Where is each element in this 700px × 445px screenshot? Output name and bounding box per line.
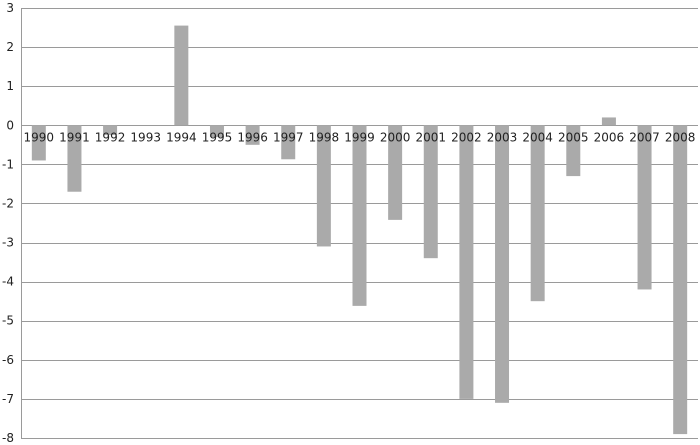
y-tick-label: -8 [2, 431, 14, 445]
x-tick-label: 2003 [487, 130, 518, 144]
x-tick-label: 1996 [237, 130, 268, 144]
bar-2008 [673, 125, 688, 435]
x-axis-tick-labels: 1990 1991 1992 1993 1994 1995 1996 1997 1998 1999… [24, 130, 696, 144]
x-tick-label: 2008 [665, 130, 696, 144]
y-tick-label: -5 [2, 314, 14, 328]
bar-1995 [209, 125, 224, 137]
bar-2002 [459, 125, 474, 399]
bar-1990 [31, 125, 46, 161]
bar-2006 [601, 117, 616, 126]
x-tick-label: 1998 [309, 130, 340, 144]
x-tick-label: 2005 [558, 130, 589, 144]
x-tick-label: 1992 [95, 130, 126, 144]
x-tick-label: 1999 [344, 130, 375, 144]
y-tick-label: -4 [2, 275, 14, 289]
x-tick-label: 1990 [24, 130, 55, 144]
bar-1998 [316, 125, 331, 247]
bar-2003 [495, 125, 510, 403]
bar-1994 [174, 25, 189, 126]
y-tick-label: -7 [2, 392, 14, 406]
x-tick-label: 2004 [522, 130, 553, 144]
y-tick-label: -2 [2, 196, 14, 210]
x-tick-label: 2006 [594, 130, 625, 144]
bar-2004 [530, 125, 545, 302]
y-tick-label: 0 [6, 118, 14, 132]
bars [31, 25, 688, 435]
bar-1999 [352, 125, 367, 306]
bar-1997 [281, 125, 296, 160]
bar-1996 [245, 125, 260, 145]
bar-1991 [67, 125, 82, 192]
y-tick-label: -1 [2, 157, 14, 171]
y-tick-label: -3 [2, 236, 14, 250]
x-tick-label: 1997 [273, 130, 304, 144]
x-tick-label: 2007 [629, 130, 660, 144]
y-tick-label: 3 [6, 1, 14, 15]
y-tick-label: -6 [2, 353, 14, 367]
bar-2001 [423, 125, 438, 259]
bar-2005 [566, 125, 581, 177]
x-tick-label: 2001 [415, 130, 446, 144]
bar-1992 [103, 125, 118, 136]
y-tick-label: 2 [6, 40, 14, 54]
y-axis-tick-labels: 3 2 1 0 -1 -2 -3 -4 -5 -6 -7 -8 [2, 1, 14, 445]
x-tick-label: 1991 [59, 130, 90, 144]
y-tick-label: 1 [6, 79, 14, 93]
x-tick-label: 2002 [451, 130, 482, 144]
x-tick-label: 2000 [380, 130, 411, 144]
x-tick-label: 1993 [130, 130, 161, 144]
x-tick-label: 1995 [202, 130, 233, 144]
bar-2007 [637, 125, 652, 290]
bar-2000 [388, 125, 403, 220]
x-tick-label: 1994 [166, 130, 197, 144]
